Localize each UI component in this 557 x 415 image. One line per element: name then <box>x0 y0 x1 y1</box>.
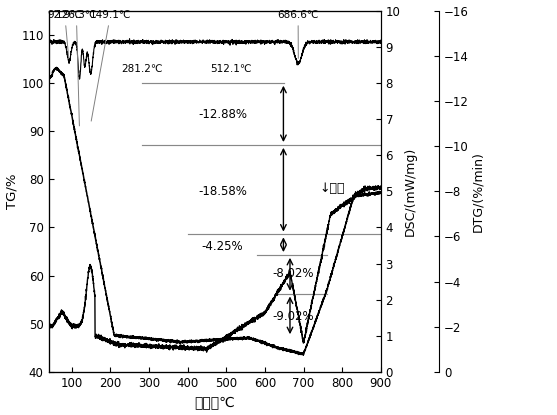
Y-axis label: TG/%: TG/% <box>6 173 18 209</box>
Text: 92.9℃: 92.9℃ <box>47 10 82 59</box>
Text: 149.1℃: 149.1℃ <box>90 10 131 121</box>
Text: -4.25%: -4.25% <box>202 240 243 253</box>
Y-axis label: DSC/(mW/mg): DSC/(mW/mg) <box>403 146 416 236</box>
Text: 281.2℃: 281.2℃ <box>121 64 163 74</box>
Text: 126.3℃: 126.3℃ <box>56 10 97 126</box>
Text: -8.02%: -8.02% <box>272 267 314 280</box>
Text: -12.88%: -12.88% <box>198 107 247 121</box>
Text: 512.1℃: 512.1℃ <box>210 64 252 74</box>
Text: -18.58%: -18.58% <box>198 185 247 198</box>
Text: 686.6℃: 686.6℃ <box>277 10 319 59</box>
Text: ↓放热: ↓放热 <box>320 182 345 195</box>
Y-axis label: DTG/(%/min): DTG/(%/min) <box>472 151 485 232</box>
Text: -9.02%: -9.02% <box>272 310 314 323</box>
X-axis label: 温度，℃: 温度，℃ <box>194 395 235 410</box>
